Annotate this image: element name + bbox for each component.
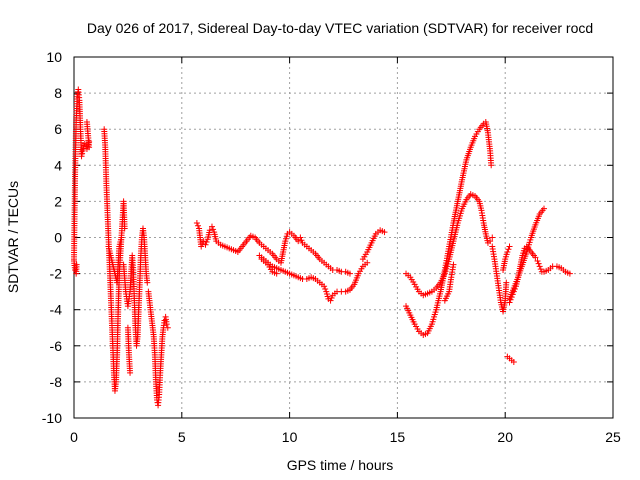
data-point: [81, 140, 88, 147]
data-point: [118, 234, 125, 241]
data-point: [78, 153, 85, 160]
x-tick-label: 15: [390, 429, 406, 445]
x-axis-title: GPS time / hours: [287, 457, 394, 473]
data-point: [194, 222, 201, 229]
data-point: [198, 243, 205, 250]
axis-ticks: 0 5 10 15 20 25 -10 -8 -6 -4 -2 0 2 4 6 8 10: [42, 49, 621, 445]
data-point: [203, 239, 210, 246]
data-point: [505, 246, 512, 253]
data-point: [163, 321, 170, 328]
data-point: [72, 266, 79, 273]
data-point: [346, 270, 353, 277]
x-tick-label: 0: [70, 429, 78, 445]
data-point: [487, 238, 494, 245]
data-point: [450, 261, 457, 268]
data-point: [536, 263, 543, 270]
y-tick-label: -8: [50, 374, 63, 390]
data-point: [73, 261, 80, 268]
data-point: [537, 266, 544, 273]
data-point: [199, 240, 206, 247]
data-point: [295, 238, 302, 245]
data-point: [121, 225, 128, 232]
data-point: [566, 270, 573, 277]
y-tick-label: -10: [42, 410, 62, 426]
data-point: [273, 270, 280, 277]
data-point: [488, 162, 495, 169]
data-point: [86, 144, 93, 151]
data-point: [535, 260, 542, 267]
data-point: [364, 259, 371, 266]
y-tick-label: 8: [54, 85, 62, 101]
data-point: [504, 248, 511, 255]
data-point: [210, 226, 217, 233]
data-point: [202, 241, 209, 248]
data-point: [79, 150, 86, 157]
y-tick-label: 4: [54, 157, 62, 173]
x-tick-label: 5: [178, 429, 186, 445]
data-point: [510, 359, 517, 366]
data-point: [381, 229, 388, 236]
data-point: [164, 324, 171, 331]
data-point: [322, 285, 329, 292]
y-tick-label: -4: [50, 302, 63, 318]
x-tick-label: 25: [605, 429, 621, 445]
data-point: [503, 279, 510, 286]
data-point: [532, 254, 539, 261]
y-tick-label: -2: [50, 266, 63, 282]
x-tick-label: 10: [282, 429, 298, 445]
grid: [74, 57, 613, 418]
data-point: [298, 237, 305, 244]
data-point: [297, 234, 304, 241]
data-point: [321, 283, 328, 290]
chart-title: Day 026 of 2017, Sidereal Day-to-day VTE…: [87, 20, 593, 36]
data-point: [489, 234, 496, 241]
y-axis-title: SDTVAR / TECUs: [5, 181, 21, 293]
y-tick-label: 10: [46, 49, 62, 65]
data-point: [193, 220, 200, 227]
data-point: [127, 369, 134, 376]
data-point: [206, 227, 213, 234]
y-tick-label: 0: [54, 230, 62, 246]
y-tick-label: 6: [54, 121, 62, 137]
y-tick-label: 2: [54, 193, 62, 209]
data-point: [144, 279, 151, 286]
data-point: [534, 257, 541, 264]
data-point: [208, 223, 215, 230]
data-point: [541, 205, 548, 212]
data-point: [506, 243, 513, 250]
data-point: [327, 297, 334, 304]
y-tick-label: -6: [50, 338, 63, 354]
data-point: [328, 294, 335, 301]
data-points: [71, 86, 573, 409]
data-point: [200, 238, 207, 245]
x-tick-label: 20: [497, 429, 513, 445]
